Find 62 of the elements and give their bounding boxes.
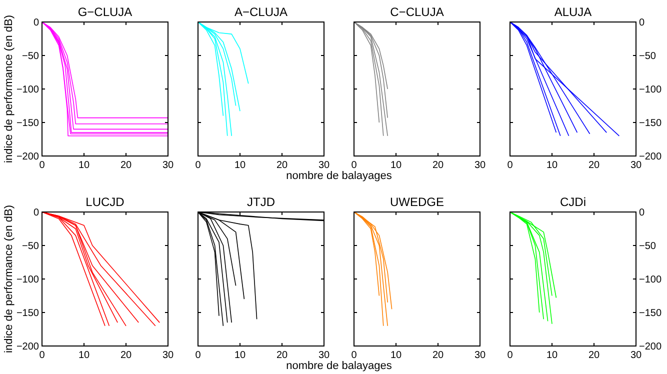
y-tick-label: −200 — [16, 152, 40, 162]
x-tick-label: 10 — [78, 350, 90, 361]
x-axis-title: nombre de balayages — [286, 170, 392, 182]
x-tick-label: 0 — [507, 160, 514, 171]
x-tick-label: 0 — [507, 350, 514, 361]
chart-title: A−CLUJA — [234, 5, 288, 19]
y-tick-label: 0 — [33, 18, 40, 28]
x-tick-label: 30 — [630, 160, 642, 171]
y-tick-label: −50 — [639, 51, 656, 62]
chart-title: UWEDGE — [390, 195, 444, 209]
x-tick-label: 10 — [546, 160, 558, 171]
x-tick-label: 10 — [390, 160, 402, 171]
x-tick-label: 30 — [630, 350, 642, 361]
y-tick-label: −150 — [639, 118, 662, 129]
x-tick-label: 20 — [588, 350, 600, 361]
x-tick-label: 0 — [351, 160, 358, 171]
y-tick-label: 0 — [639, 18, 645, 28]
x-tick-label: 30 — [162, 160, 174, 171]
y-tick-label: −150 — [16, 308, 40, 319]
chart-title: ALUJA — [554, 5, 592, 19]
y-tick-label: −100 — [639, 84, 662, 96]
y-tick-label: −100 — [639, 274, 662, 286]
x-tick-label: 0 — [351, 350, 358, 361]
chart-title: C−CLUJA — [390, 5, 444, 19]
y-tick-label: −50 — [22, 51, 40, 62]
x-tick-label: 20 — [588, 160, 600, 171]
x-tick-label: 0 — [195, 350, 202, 361]
x-tick-label: 0 — [195, 160, 202, 171]
chart-title: LUCJD — [86, 195, 125, 209]
x-tick-label: 30 — [318, 160, 330, 171]
x-tick-label: 20 — [120, 350, 132, 361]
y-tick-label: −50 — [22, 241, 40, 252]
y-tick-label: −200 — [639, 152, 662, 162]
x-tick-label: 20 — [276, 160, 288, 171]
y-tick-label: −200 — [639, 342, 662, 352]
x-tick-label: 20 — [432, 160, 444, 171]
y-tick-label: 0 — [639, 208, 645, 218]
x-tick-label: 20 — [276, 350, 288, 361]
y-axis-title: indice de performance (en dB) — [3, 205, 15, 353]
chart-title: CJDi — [560, 195, 586, 209]
y-tick-label: 0 — [33, 208, 40, 218]
x-tick-label: 10 — [234, 350, 246, 361]
y-tick-label: −50 — [639, 241, 656, 252]
chart-title: JTJD — [247, 195, 276, 209]
x-tick-label: 30 — [162, 350, 174, 361]
y-tick-label: −100 — [16, 274, 40, 286]
y-tick-label: −200 — [16, 342, 40, 352]
x-tick-label: 10 — [78, 160, 90, 171]
x-axis-title: nombre de balayages — [286, 360, 392, 372]
y-tick-label: −100 — [16, 84, 40, 96]
x-tick-label: 10 — [390, 350, 402, 361]
x-tick-label: 10 — [234, 160, 246, 171]
x-tick-label: 30 — [474, 350, 486, 361]
y-tick-label: −150 — [639, 308, 662, 319]
x-tick-label: 20 — [432, 350, 444, 361]
x-tick-label: 10 — [546, 350, 558, 361]
y-tick-label: −150 — [16, 118, 40, 129]
y-axis-title: indice de performance (en dB) — [3, 15, 15, 163]
x-tick-label: 20 — [120, 160, 132, 171]
x-tick-label: 30 — [474, 160, 486, 171]
x-tick-label: 30 — [318, 350, 330, 361]
chart-title: G−CLUJA — [78, 5, 132, 19]
